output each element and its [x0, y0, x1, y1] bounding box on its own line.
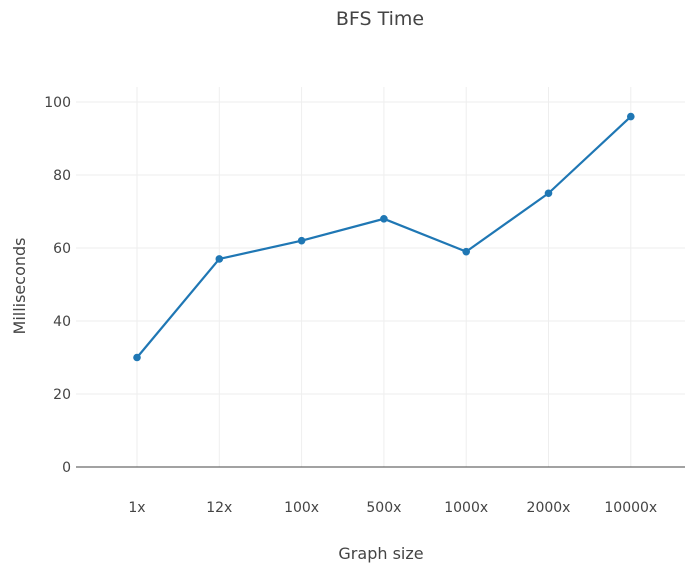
x-tick-label: 12x [206, 500, 232, 516]
data-point [380, 215, 388, 223]
data-point [297, 236, 306, 245]
data-point [215, 255, 224, 263]
x-tick-label: 100x [284, 500, 319, 516]
y-axis-ticks: 0 20 40 60 80 100 [44, 95, 71, 476]
x-axis-title: Graph size [338, 544, 423, 563]
y-axis-title: Milliseconds [10, 238, 29, 335]
grid-lines [76, 87, 685, 467]
y-tick-label: 40 [53, 314, 71, 330]
y-tick-label: 0 [62, 460, 71, 476]
y-tick-label: 60 [53, 241, 71, 257]
y-tick-label: 80 [53, 168, 71, 184]
x-tick-label: 1x [128, 500, 145, 516]
x-tick-label: 10000x [604, 500, 657, 516]
data-point [133, 353, 141, 362]
x-tick-label: 500x [366, 500, 401, 516]
x-tick-label: 1000x [444, 500, 488, 516]
data-point [627, 112, 635, 121]
x-axis-ticks: 1x 12x 100x 500x 1000x 2000x 10000x [128, 500, 657, 516]
y-tick-label: 100 [44, 95, 71, 111]
data-point [544, 189, 553, 198]
data-point [462, 247, 471, 256]
y-tick-label: 20 [53, 387, 71, 403]
chart-title: BFS Time [336, 8, 424, 30]
series-layer [133, 112, 635, 362]
x-tick-label: 2000x [527, 500, 571, 516]
